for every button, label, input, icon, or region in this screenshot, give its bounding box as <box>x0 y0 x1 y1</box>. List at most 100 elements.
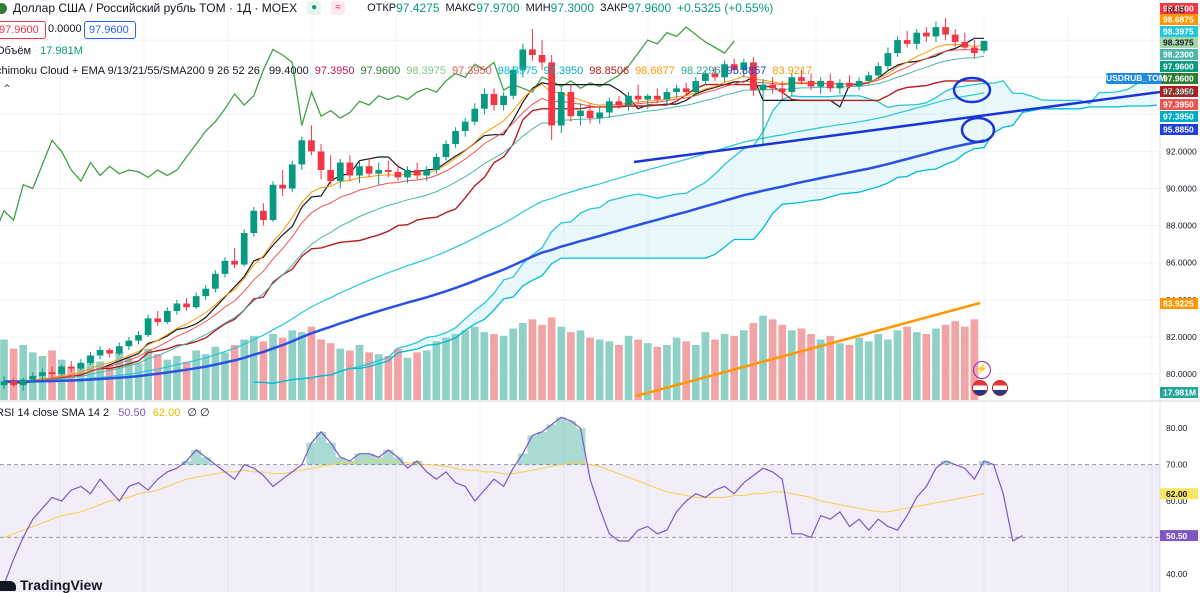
rsi-tick: 40.00 <box>1166 569 1188 579</box>
sell-button[interactable]: 97.9600 <box>0 21 46 39</box>
rsi-sma-line <box>3 459 985 538</box>
market-open-icon[interactable]: ● <box>307 1 322 15</box>
compare-icon[interactable]: ≈ <box>331 1 346 15</box>
rsi-band <box>0 464 1160 592</box>
currency-label[interactable]: RUB <box>1166 5 1186 15</box>
drawings[interactable] <box>633 76 1161 164</box>
candle-body <box>221 260 229 274</box>
volume-bar <box>278 337 287 400</box>
volume-bar <box>77 363 85 400</box>
change-value: +0.5325 (+0.55%) <box>677 1 774 15</box>
volume-bar <box>884 339 892 400</box>
price-axis[interactable]: 94.000092.000090.000088.000086.000084.00… <box>1160 3 1198 579</box>
volume-bar <box>240 339 249 400</box>
candle-body <box>39 372 46 376</box>
candle-body <box>96 349 104 356</box>
volume-bar <box>259 341 268 400</box>
volume-bar <box>720 334 729 400</box>
candle-body <box>500 95 507 106</box>
candle-body <box>432 156 440 170</box>
volume-bar <box>134 363 143 400</box>
volume-bar <box>288 330 297 400</box>
price-tag <box>1160 111 1198 122</box>
rsi-legend: RSI 14 close SMA 14 2 50.50 62.00 ∅ ∅ <box>0 406 210 420</box>
candle-body <box>231 260 238 265</box>
ema55-line <box>3 92 985 383</box>
lightning-icon[interactable]: ⚡ <box>973 361 991 379</box>
candle-body <box>557 92 565 126</box>
volume-bar <box>403 357 412 400</box>
volume-bar <box>701 332 710 400</box>
rsi-name[interactable]: RSI 14 close SMA 14 2 <box>0 407 110 419</box>
candle-body <box>740 62 748 70</box>
candle-body <box>903 40 911 44</box>
price-tick: 90.0000 <box>1166 184 1197 194</box>
candle-body <box>269 184 277 221</box>
us-flag-icon[interactable] <box>972 380 988 396</box>
candle-body <box>874 66 882 76</box>
collapse-chevron-icon[interactable]: ⌃ <box>2 82 13 96</box>
ellipse-annotation <box>960 116 996 144</box>
volume-bar <box>480 332 489 400</box>
price-tick: 82.0000 <box>1166 332 1197 342</box>
volume-bar <box>682 341 690 400</box>
volume-bar <box>201 354 210 400</box>
volume-bar <box>788 330 796 400</box>
candle-body <box>384 169 392 172</box>
kijun-line <box>4 80 984 385</box>
volume-bar <box>461 330 470 400</box>
candle-body <box>759 84 767 91</box>
volume-bar <box>960 326 969 400</box>
volume-bar <box>663 345 671 400</box>
candle-body <box>481 93 488 109</box>
volume-bar <box>624 335 633 400</box>
indicator-value-10: 95.8857 <box>726 65 767 77</box>
candle-body <box>932 27 940 37</box>
volume-bar <box>384 356 393 400</box>
symbol-title[interactable]: Доллар США / Российский рубль TOM · 1Д ·… <box>13 1 298 15</box>
candle-body <box>308 140 315 152</box>
candle-body <box>87 355 94 363</box>
candle-body <box>183 303 190 308</box>
volume-bar <box>576 330 585 400</box>
candle-body <box>106 349 114 354</box>
rsi-value: 50.50 <box>118 407 146 419</box>
candle-body <box>730 64 738 70</box>
volume-bar <box>893 330 902 400</box>
volume-bar <box>759 315 767 400</box>
volume-bar <box>163 359 172 400</box>
volume-bar <box>374 354 383 400</box>
chikou-line <box>0 26 735 222</box>
price-tag <box>1160 3 1198 14</box>
volume-label: Объём <box>0 45 32 57</box>
us-flag-icon-2[interactable] <box>992 380 1008 396</box>
indicator-name[interactable]: chimoku Cloud + EMA 9/13/21/55/SMA200 9 … <box>0 65 260 77</box>
price-tag <box>1160 37 1198 48</box>
close-value: 97.9600 <box>627 1 672 15</box>
low-value: 97.3000 <box>550 1 595 15</box>
candle-body <box>942 27 949 35</box>
price-tag-label: 97.9600 <box>1163 74 1194 84</box>
candle-body <box>509 69 517 96</box>
tradingview-watermark[interactable]: TradingView <box>0 578 102 592</box>
volume-bar <box>336 348 345 400</box>
buy-button[interactable]: 97.9600 <box>84 21 136 39</box>
candle-body <box>673 88 680 93</box>
candle-body <box>404 169 411 178</box>
price-tag-label: 95.8850 <box>1163 125 1194 135</box>
candle-body <box>922 32 930 37</box>
volume-bar <box>192 350 200 400</box>
rsi-pane <box>3 416 1023 585</box>
volume-bar <box>125 357 133 400</box>
rsi-overbought-fill <box>181 417 990 465</box>
candle-body <box>19 379 27 386</box>
candle-body <box>519 49 527 70</box>
volume-bars <box>0 315 979 400</box>
low-label: МИН <box>525 2 551 14</box>
volume-bar <box>932 328 940 400</box>
volume-bar <box>298 332 306 400</box>
candle-body <box>423 169 431 176</box>
candle-body <box>605 101 613 113</box>
price-tag <box>1160 99 1198 110</box>
